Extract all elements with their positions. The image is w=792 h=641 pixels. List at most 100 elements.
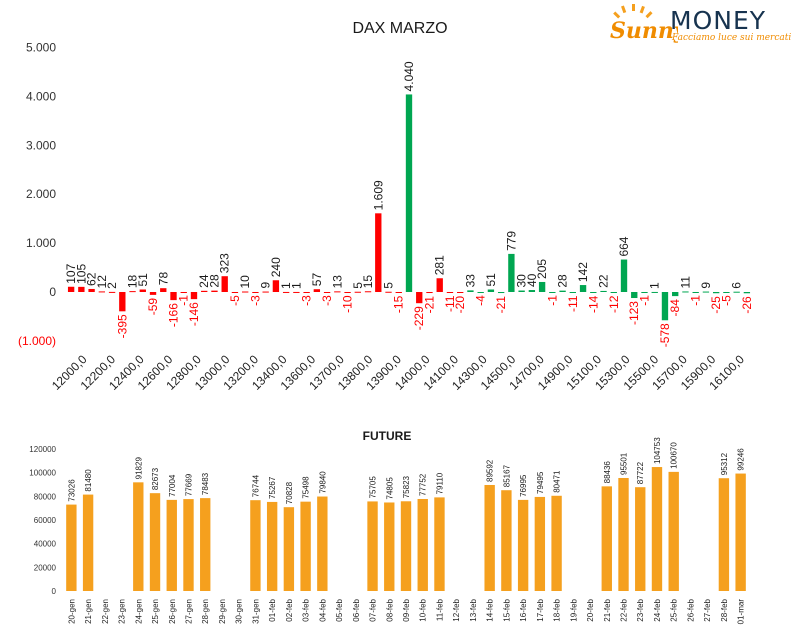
y-tick-label: 5.000 [26, 41, 56, 55]
bar-data-label: 142 [576, 262, 590, 282]
future-bar [651, 467, 663, 591]
bar-data-label: 4.040 [402, 61, 416, 91]
future-bar [484, 484, 495, 591]
future-y-tick-label: 100000 [29, 469, 56, 478]
bar [723, 292, 730, 293]
bar [446, 292, 454, 293]
future-x-tick-label: 20-feb [586, 598, 595, 621]
bar [467, 290, 474, 292]
bar-data-label: -14 [586, 295, 600, 313]
bar [528, 290, 536, 292]
y-tick-label: (1.000) [18, 334, 56, 348]
bar [672, 292, 679, 297]
bar-data-label: 205 [535, 259, 549, 279]
bar [354, 291, 361, 293]
future-bar [400, 501, 412, 591]
bar [293, 291, 300, 293]
future-y-tick-label: 40000 [34, 540, 57, 549]
sun-icon: Sunny [610, 4, 678, 44]
future-bar-data-label: 78483 [201, 472, 210, 495]
bar [211, 290, 218, 292]
bar [67, 286, 75, 292]
future-bar [200, 498, 211, 591]
future-bar [718, 478, 730, 591]
bar-data-label: -21 [494, 296, 508, 314]
bar [497, 292, 505, 294]
future-x-tick-label: 25-feb [670, 598, 679, 621]
bar-data-label: 22 [597, 274, 611, 288]
future-x-tick-label: 30-gen [235, 599, 244, 624]
bar-data-label: -5 [228, 295, 242, 306]
bar [242, 291, 249, 293]
bar [702, 291, 710, 293]
future-x-tick-label: 21-gen [84, 599, 93, 624]
bar [538, 281, 546, 292]
bar [78, 286, 85, 292]
bar-data-label: 62 [85, 272, 99, 286]
bar [139, 289, 146, 292]
bar [620, 259, 628, 292]
future-bar-data-label: 73026 [67, 479, 76, 502]
future-bar [434, 497, 445, 591]
bar [692, 292, 699, 293]
bar-data-label: 13 [330, 275, 344, 289]
bar [334, 291, 341, 293]
bar [129, 291, 136, 293]
future-y-tick-label: 60000 [34, 516, 57, 525]
bar-data-label: 5 [382, 282, 396, 289]
y-tick-label: 0 [49, 285, 56, 299]
future-y-tick-label: 0 [52, 587, 57, 596]
future-bar-data-label: 75823 [402, 475, 411, 498]
bar [303, 292, 310, 293]
bar-data-label: -84 [668, 299, 682, 317]
future-bar-data-label: 104753 [653, 437, 662, 464]
bar-data-label: 9 [699, 282, 713, 289]
future-bar-data-label: 79840 [318, 471, 327, 494]
bar [98, 291, 106, 293]
bar [170, 292, 177, 301]
bar-data-label: 28 [207, 274, 221, 288]
bar [682, 291, 689, 293]
bar-data-label: 57 [310, 273, 324, 287]
future-x-tick-label: 08-feb [385, 598, 394, 621]
bar [426, 292, 433, 294]
bar [661, 292, 669, 321]
future-bar [300, 501, 311, 591]
future-x-tick-label: 20-gen [67, 599, 76, 624]
bar [610, 292, 617, 293]
bar [436, 278, 443, 292]
future-bar-data-label: 99246 [737, 448, 746, 471]
future-x-tick-label: 17-feb [536, 598, 545, 621]
y-tick-label: 1.000 [26, 236, 56, 250]
bar-data-label: 51 [136, 273, 150, 287]
bar [416, 292, 423, 304]
bar-data-label: 105 [74, 264, 88, 284]
future-x-tick-label: 06-feb [352, 598, 361, 621]
bar-data-label: -5 [719, 295, 733, 306]
bar [344, 292, 351, 293]
bar [518, 290, 525, 292]
bar [579, 285, 587, 292]
future-x-tick-label: 22-gen [101, 599, 110, 624]
future-bar-data-label: 81480 [84, 469, 93, 492]
bar [323, 292, 331, 293]
future-x-tick-label: 14-feb [486, 598, 495, 621]
future-x-tick-label: 05-feb [335, 598, 344, 621]
bar-data-label: -1 [177, 295, 191, 306]
future-x-tick-label: 28-gen [201, 599, 210, 624]
bar-data-label: 2 [105, 282, 119, 289]
future-x-tick-label: 11-feb [435, 598, 444, 621]
future-bar [283, 507, 295, 591]
future-x-tick-label: 31-gen [251, 599, 260, 624]
future-x-tick-label: 07-feb [369, 598, 378, 621]
bar-data-label: 1 [289, 282, 303, 289]
logo-brand-right: MONEY [670, 6, 767, 35]
bar-data-label: -123 [627, 301, 641, 325]
bar-data-label: 15 [361, 275, 375, 289]
bar [282, 291, 290, 293]
bar-data-label: -20 [453, 296, 467, 314]
future-bar [82, 494, 94, 591]
future-bar-data-label: 75498 [302, 476, 311, 499]
sunny-money-logo: Sunny MONEY Facciamo luce sui mercati [608, 4, 791, 46]
